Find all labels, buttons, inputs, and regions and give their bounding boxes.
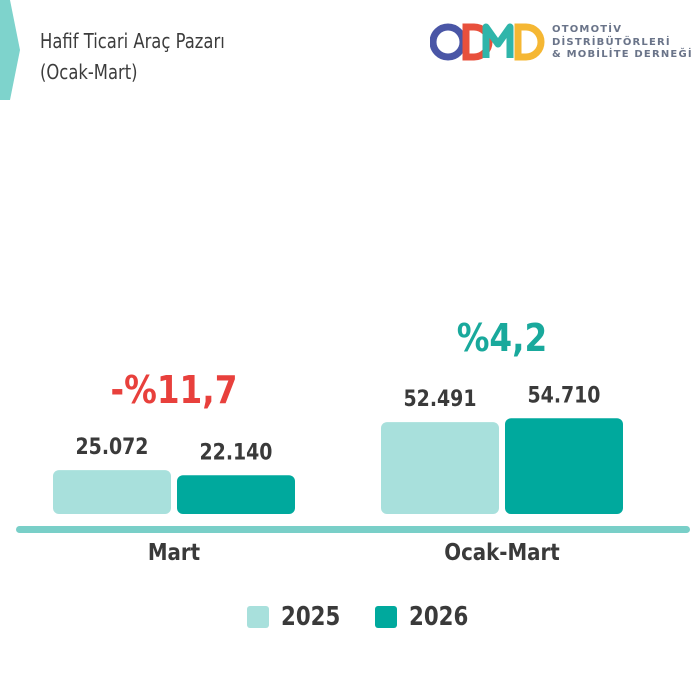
data-label-ocak-mart-2025: 52.491 [404,386,477,412]
logo-text-line2: DİSTRİBÜTÖRLERİ [552,36,671,48]
odmd-logo: OTOMOTİV DİSTRİBÜTÖRLERİ & MOBİLİTE DERN… [429,18,692,68]
chart-title-line2: (Ocak-Mart) [40,60,138,84]
legend-swatch-2026 [375,606,398,628]
chart-title: Hafif Ticari Araç Pazarı (Ocak-Mart) [40,26,225,88]
bar-ocak-mart-2025 [381,422,499,514]
data-label-mart-2025: 25.072 [76,434,149,460]
chart-title-line1: Hafif Ticari Araç Pazarı [40,29,225,53]
legend-item-2025: 2025 [247,602,353,632]
data-label-ocak-mart-2026: 54.710 [528,382,601,408]
change-label-mart: -%11,7 [111,369,238,413]
category-label-mart: Mart [148,540,200,567]
legend-label-2025: 2025 [281,602,341,632]
logo-text-line1: OTOMOTİV [552,24,623,35]
corner-tab-decoration [0,0,20,100]
category-label-ocak-mart: Ocak-Mart [444,540,559,567]
chart-legend: 2025 2026 [247,602,504,632]
change-label-ocak-mart: %4,2 [457,317,548,361]
legend-item-2026: 2026 [375,602,481,632]
legend-label-2026: 2026 [409,602,469,632]
odmd-logo-mark [429,23,545,61]
odmd-logo-text: OTOMOTİV DİSTRİBÜTÖRLERİ & MOBİLİTE DERN… [552,24,693,62]
bar-mart-2026 [177,475,295,514]
bar-mart-2025 [53,470,171,514]
baseline-axis [16,526,690,533]
bar-chart: 25.072 22.140 -%11,7 Mart 52.491 54.710 %4,2 Oc… [16,317,690,567]
bar-ocak-mart-2026 [505,418,623,514]
legend-swatch-2025 [247,606,269,628]
logo-text-line3: & MOBİLİTE DERNEĞİ [552,49,693,60]
data-label-mart-2026: 22.140 [200,439,273,465]
